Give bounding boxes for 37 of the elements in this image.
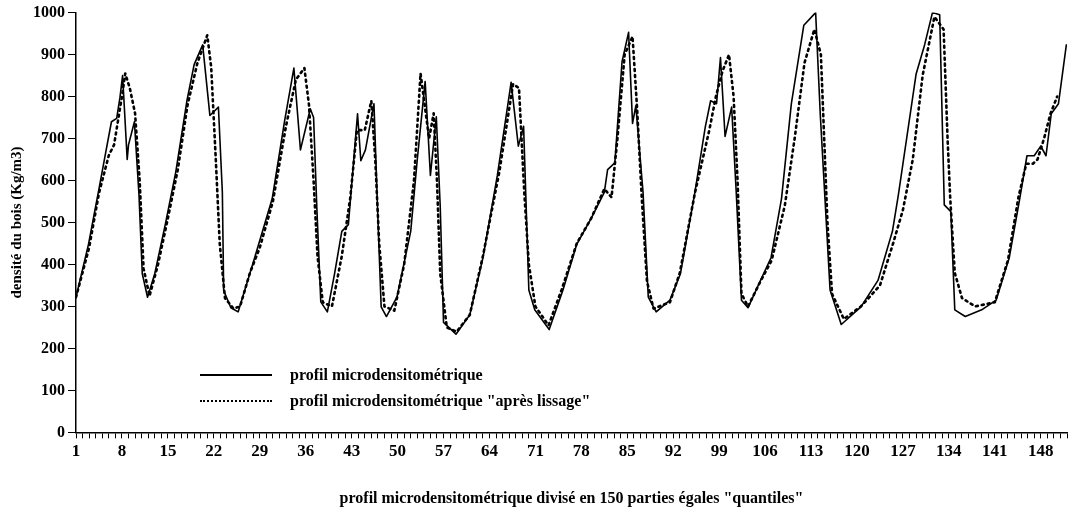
x-tick-label: 78 — [572, 440, 590, 460]
x-tick-label: 1 — [71, 440, 81, 460]
x-tick-label: 148 — [1028, 440, 1054, 460]
x-tick-label: 15 — [159, 440, 177, 460]
x-tick-label: 50 — [389, 440, 407, 460]
legend-label: profil microdensitométrique — [290, 365, 483, 386]
y-axis-title: densité du bois (Kg/m3) — [7, 146, 25, 299]
x-tick-label: 134 — [936, 440, 963, 460]
y-tick-label: 700 — [41, 128, 65, 146]
x-axis-title: profil microdensitométrique divisé en 150 parties égales "quantiles" — [339, 488, 804, 507]
x-tick-label: 22 — [205, 440, 223, 460]
x-tick-label: 106 — [752, 440, 778, 460]
x-tick-label: 120 — [844, 440, 870, 460]
x-tick-label: 99 — [710, 440, 728, 460]
y-tick-label: 900 — [41, 44, 65, 62]
x-tick-label: 36 — [297, 440, 315, 460]
x-tick-label: 141 — [982, 440, 1008, 460]
x-tick-label: 127 — [890, 440, 917, 460]
y-tick-label: 1000 — [33, 2, 65, 20]
x-tick-label: 92 — [664, 440, 682, 460]
x-tick-label: 43 — [343, 440, 361, 460]
y-tick-label: 200 — [41, 338, 65, 356]
x-tick-label: 85 — [618, 440, 636, 460]
y-tick-label: 0 — [57, 422, 65, 440]
y-tick-label: 500 — [41, 212, 65, 230]
y-tick-label: 100 — [41, 380, 65, 398]
x-tick-label: 64 — [480, 440, 499, 460]
x-tick-label: 29 — [251, 440, 269, 460]
y-tick-label: 300 — [41, 296, 65, 314]
x-tick-label: 113 — [798, 440, 824, 460]
y-tick-label: 400 — [41, 254, 65, 272]
x-tick-label: 8 — [117, 440, 127, 460]
y-tick-label: 800 — [41, 86, 65, 104]
x-tick-label: 71 — [526, 440, 544, 460]
y-tick-label: 600 — [41, 170, 65, 188]
x-tick-label: 57 — [435, 440, 453, 460]
legend-label: profil microdensitométrique "après lissage" — [290, 391, 591, 412]
